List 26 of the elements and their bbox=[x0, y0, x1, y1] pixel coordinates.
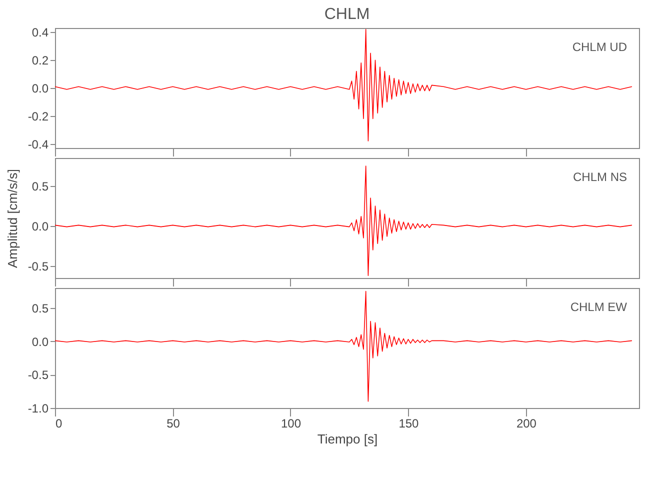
line-series bbox=[54, 290, 632, 402]
y-tick-label: -0.2 bbox=[28, 109, 49, 124]
y-tick-label: 0.4 bbox=[32, 26, 49, 40]
x-tick-label: 200 bbox=[516, 416, 537, 430]
y-tick-label: 0.5 bbox=[32, 302, 49, 316]
x-tick-label: 100 bbox=[280, 416, 302, 430]
y-tick-label: 0.5 bbox=[32, 180, 49, 194]
x-tick-label: 0 bbox=[56, 416, 62, 430]
y-axis-title: Amplitud [cm/s/s] bbox=[4, 169, 20, 268]
y-tick-label: 0.0 bbox=[32, 334, 49, 349]
x-tick-label: 50 bbox=[166, 416, 180, 430]
annotation: CHLM NS bbox=[572, 170, 627, 184]
y-tick-label: 0.2 bbox=[32, 54, 49, 68]
line-series bbox=[54, 166, 632, 276]
chart-title: CHLM bbox=[324, 6, 370, 24]
annotation: CHLM UD bbox=[572, 40, 628, 54]
y-tick-label: 0.0 bbox=[32, 82, 49, 96]
y-tick-label: 0.0 bbox=[32, 220, 49, 234]
y-tick-label: -0.5 bbox=[28, 368, 49, 382]
x-axis-title: Tiempo [s] bbox=[317, 432, 378, 446]
y-tick-label: -0.4 bbox=[28, 137, 49, 152]
y-tick-label: -1.0 bbox=[28, 402, 49, 416]
line-series bbox=[54, 28, 632, 142]
annotation: CHLM EW bbox=[570, 300, 628, 314]
x-tick-label: 150 bbox=[398, 416, 420, 430]
y-tick-label: -0.5 bbox=[28, 260, 49, 274]
